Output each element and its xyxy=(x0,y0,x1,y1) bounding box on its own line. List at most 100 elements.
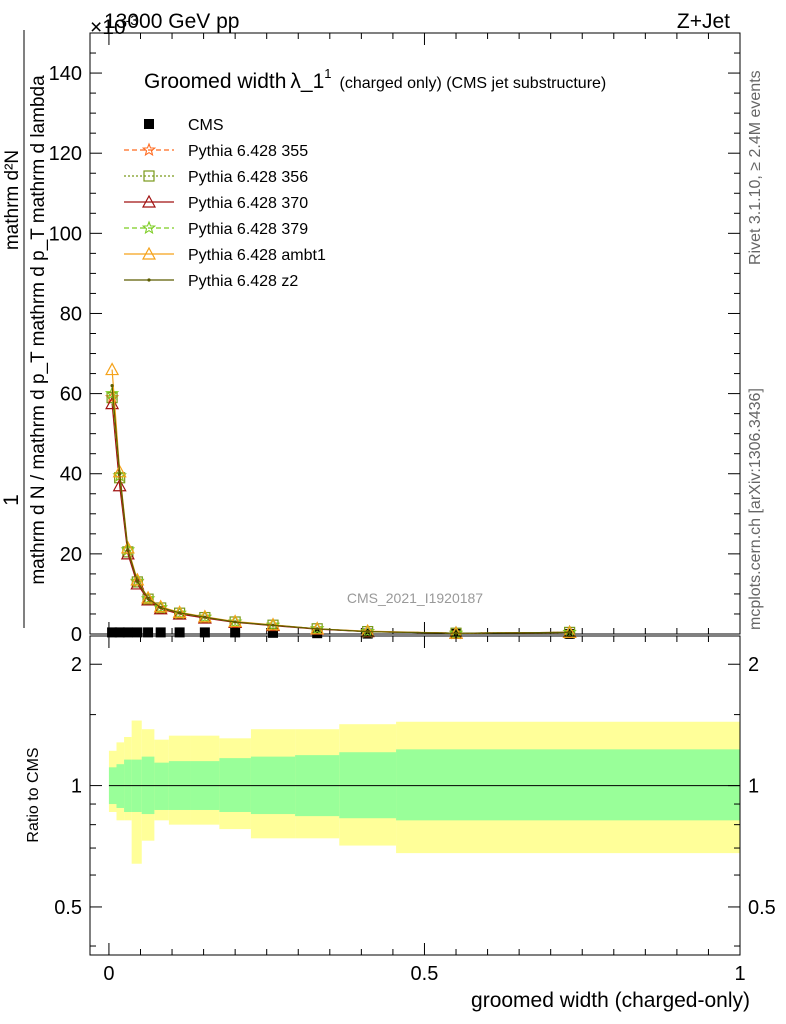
x-tick-label: 1 xyxy=(734,963,745,985)
x-tick-label: 0.5 xyxy=(411,963,439,985)
data-point-cms xyxy=(107,627,118,638)
ratio-y-tick-label-right: 2 xyxy=(748,654,759,676)
data-point-pythia-6-428-379 xyxy=(310,621,325,635)
ratio-stat-band-bin xyxy=(396,749,740,821)
series-line-pythia-6-428-ambt1 xyxy=(111,369,570,634)
data-point-pythia-6-428-z2 xyxy=(366,629,370,634)
y-tick-label: 100 xyxy=(49,223,82,245)
data-point-pythia-6-428-z2 xyxy=(315,627,319,631)
ratio-stat-band-bin xyxy=(154,762,169,810)
legend-label-pythia-6-428-z2: Pythia 6.428 z2 xyxy=(188,273,298,290)
data-point-pythia-6-428-ambt1 xyxy=(105,362,120,376)
ratio-y-tick-label: 2 xyxy=(71,654,82,676)
legend-label-cms: CMS xyxy=(188,117,224,134)
data-point-pythia-6-428-379 xyxy=(197,609,213,624)
ratio-y-tick-label-right: 1 xyxy=(748,776,759,798)
data-point-pythia-6-428-370 xyxy=(112,478,127,492)
series-line-pythia-6-428-355 xyxy=(111,397,570,634)
y-label-top: 1 xyxy=(0,494,23,506)
y-tick-label: 120 xyxy=(49,143,82,165)
y-tick-label: 60 xyxy=(60,384,82,406)
y-tick-label: 20 xyxy=(60,544,82,566)
y-tick-label: 0 xyxy=(71,624,82,646)
data-point-pythia-6-428-ambt1 xyxy=(265,617,281,631)
legend-label-pythia-6-428-355: Pythia 6.428 355 xyxy=(188,143,308,160)
data-point-cms xyxy=(122,627,133,638)
legend-marker-pythia-6-428-379 xyxy=(141,220,157,235)
data-point-pythia-6-428-ambt1 xyxy=(141,590,156,604)
data-point-pythia-6-428-ambt1 xyxy=(153,599,168,613)
data-point-pythia-6-428-z2 xyxy=(203,615,207,619)
legend-label-pythia-6-428-ambt1: Pythia 6.428 ambt1 xyxy=(188,247,326,264)
data-point-pythia-6-428-z2 xyxy=(271,623,275,627)
data-point-cms xyxy=(230,627,241,638)
data-point-pythia-6-428-z2 xyxy=(110,383,114,388)
ratio-frame xyxy=(89,635,741,956)
process-label: Z+Jet xyxy=(677,10,730,33)
ratio-y-tick-label: 0.5 xyxy=(54,897,82,919)
rivet-label: Rivet 3.1.10, ≥ 2.4M events xyxy=(747,70,764,265)
data-point-pythia-6-428-379 xyxy=(104,386,120,400)
main-y-axis-label: 1 mathrm d²N mathrm d N / mathrm d p_T m… xyxy=(0,30,49,628)
data-point-cms xyxy=(268,627,279,638)
y-label-numerator: mathrm d²N xyxy=(2,150,23,250)
main-plot-panel: 0 20 40 60 80 100 120 140 xyxy=(49,32,741,646)
data-point-cms xyxy=(132,627,143,638)
energy-label: 13000 GeV pp xyxy=(104,10,239,33)
data-point-pythia-6-428-z2 xyxy=(233,620,237,624)
data-point-pythia-6-428-z2 xyxy=(146,596,150,600)
plot-title: Groomed width λ_11(charged only) (CMS jet… xyxy=(144,66,606,93)
series-line-pythia-6-428-370 xyxy=(111,403,570,634)
data-point-cms xyxy=(174,627,185,638)
y-tick-label: 40 xyxy=(60,464,82,486)
ratio-stat-band-bin xyxy=(219,758,251,812)
legend-label-pythia-6-428-356: Pythia 6.428 356 xyxy=(188,169,308,186)
data-point-pythia-6-428-379 xyxy=(227,614,243,629)
data-point-cms xyxy=(143,627,154,638)
y-tick-label: 140 xyxy=(49,63,82,85)
data-point-pythia-6-428-z2 xyxy=(178,611,182,615)
ratio-y-tick-label: 1 xyxy=(71,776,82,798)
data-point-pythia-6-428-z2 xyxy=(568,630,572,634)
data-point-pythia-6-428-355 xyxy=(104,390,120,404)
legend-label-pythia-6-428-370: Pythia 6.428 370 xyxy=(188,195,308,212)
data-point-pythia-6-428-379 xyxy=(130,573,145,588)
legend-label-pythia-6-428-379: Pythia 6.428 379 xyxy=(188,221,308,238)
data-point-pythia-6-428-356 xyxy=(106,392,118,404)
data-point-pythia-6-428-z2 xyxy=(159,605,163,610)
legend-marker-cms xyxy=(144,119,154,129)
mcplots-label: mcplots.cern.ch [arXiv:1306.3436] xyxy=(747,388,764,630)
y-label-denominator: mathrm d N / mathrm d p_T mathrm d p_T m… xyxy=(28,75,49,585)
data-point-pythia-6-428-379 xyxy=(140,591,156,605)
data-point-cms xyxy=(114,627,125,638)
ratio-y-tick-label-right: 0.5 xyxy=(748,897,776,919)
x-tick-label: 0 xyxy=(103,963,114,985)
data-point-pythia-6-428-ambt1 xyxy=(130,572,145,586)
data-point-pythia-6-428-ambt1 xyxy=(120,540,135,554)
data-point-pythia-6-428-z2 xyxy=(454,631,458,635)
legend-marker-pythia-6-428-355 xyxy=(141,142,157,157)
series-line-pythia-6-428-379 xyxy=(111,393,570,634)
legend-marker-pythia-6-428-370 xyxy=(141,194,157,208)
data-point-pythia-6-428-z2 xyxy=(126,548,130,552)
x-axis-label: groomed width (charged-only) xyxy=(471,989,750,1012)
data-point-cms xyxy=(199,627,210,638)
analysis-watermark: CMS_2021_I1920187 xyxy=(347,590,483,606)
data-point-pythia-6-428-379 xyxy=(153,600,168,614)
series-line-pythia-6-428-356 xyxy=(111,397,570,634)
data-point-pythia-6-428-379 xyxy=(265,617,281,632)
data-point-cms xyxy=(155,627,166,638)
data-point-pythia-6-428-379 xyxy=(562,624,577,639)
ratio-plot-panel: 0 0.5 1 0.5 0.5 1 1 2 2 xyxy=(54,635,776,985)
legend-marker-pythia-6-428-z2 xyxy=(147,278,151,282)
legend: CMS Pythia 6.428 355 Pythia 6.428 356 Pythi… xyxy=(124,117,326,290)
ratio-y-label: Ratio to CMS xyxy=(25,747,42,842)
data-point-pythia-6-428-379 xyxy=(360,624,375,638)
y-tick-label: 80 xyxy=(60,303,82,325)
data-point-pythia-6-428-z2 xyxy=(135,579,139,583)
legend-marker-pythia-6-428-356 xyxy=(143,170,155,182)
data-point-pythia-6-428-z2 xyxy=(118,472,122,476)
legend-marker-pythia-6-428-ambt1 xyxy=(141,246,157,260)
series-line-pythia-6-428-z2 xyxy=(111,385,570,634)
